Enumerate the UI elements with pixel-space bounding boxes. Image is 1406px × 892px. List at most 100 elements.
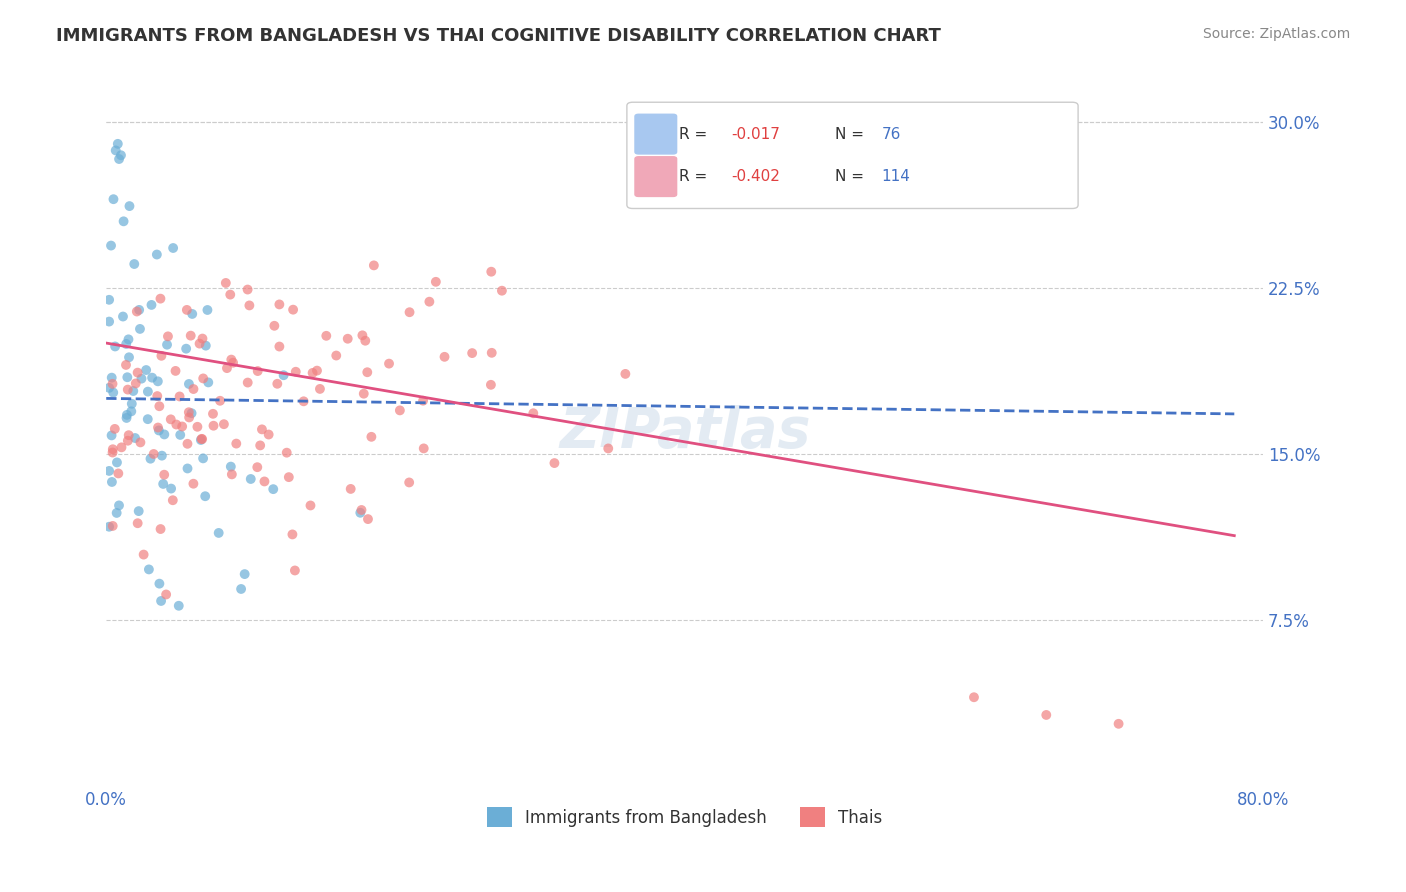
Point: [104, 339, 127, 353]
Point: [118, 199, 141, 213]
Point: [491, 284, 513, 298]
Point: [110, 441, 132, 455]
Point: [277, 470, 299, 484]
Point: [180, 406, 202, 420]
Point: [249, 438, 271, 452]
Point: [219, 459, 242, 474]
Point: [108, 152, 131, 166]
FancyBboxPatch shape: [627, 103, 1078, 209]
Point: [190, 433, 212, 447]
Point: [191, 451, 214, 466]
Point: [107, 467, 129, 481]
Point: [127, 366, 149, 380]
Point: [221, 352, 243, 367]
Point: [128, 302, 150, 317]
Point: [349, 506, 371, 520]
Point: [150, 349, 173, 363]
Point: [139, 451, 162, 466]
Point: [160, 482, 183, 496]
Point: [146, 389, 169, 403]
Point: [350, 503, 373, 517]
Point: [246, 460, 269, 475]
FancyBboxPatch shape: [636, 157, 676, 196]
Point: [183, 476, 205, 491]
Text: N =: N =: [835, 127, 869, 142]
Point: [98, 293, 121, 307]
Point: [117, 434, 139, 448]
Point: [136, 384, 159, 399]
Point: [266, 376, 288, 391]
Text: Source: ZipAtlas.com: Source: ZipAtlas.com: [1202, 27, 1350, 41]
Point: [120, 404, 142, 418]
Point: [208, 525, 231, 540]
Point: [269, 297, 291, 311]
Point: [239, 472, 262, 486]
Point: [418, 294, 440, 309]
Point: [202, 418, 225, 433]
Point: [388, 403, 411, 417]
Point: [269, 339, 291, 353]
Point: [148, 576, 170, 591]
Point: [398, 305, 420, 319]
Point: [461, 346, 484, 360]
Point: [107, 136, 129, 151]
Point: [101, 519, 124, 533]
Point: [305, 363, 328, 377]
Point: [262, 482, 284, 496]
Point: [132, 548, 155, 562]
Point: [215, 276, 238, 290]
Point: [124, 257, 146, 271]
Point: [222, 356, 245, 370]
Point: [257, 427, 280, 442]
Point: [98, 464, 121, 478]
Point: [149, 522, 172, 536]
Point: [225, 436, 247, 450]
Point: [162, 241, 184, 255]
Point: [236, 283, 259, 297]
Point: [190, 432, 212, 446]
Point: [176, 461, 198, 475]
Point: [276, 445, 298, 459]
Point: [1035, 708, 1057, 723]
Point: [172, 419, 194, 434]
Point: [129, 322, 152, 336]
Point: [115, 358, 138, 372]
FancyBboxPatch shape: [636, 114, 676, 154]
Point: [246, 364, 269, 378]
Point: [479, 377, 502, 392]
Point: [197, 303, 219, 318]
Point: [128, 504, 150, 518]
Point: [229, 582, 252, 596]
Point: [150, 449, 173, 463]
Point: [479, 265, 502, 279]
Point: [156, 329, 179, 343]
Point: [169, 428, 191, 442]
Point: [963, 690, 986, 705]
Point: [398, 475, 420, 490]
Point: [177, 405, 200, 419]
Point: [156, 337, 179, 351]
Point: [100, 428, 122, 442]
Point: [141, 298, 163, 312]
Point: [598, 442, 620, 456]
Point: [117, 383, 139, 397]
Point: [153, 427, 176, 442]
Point: [150, 594, 173, 608]
Point: [522, 406, 544, 420]
Point: [186, 419, 208, 434]
Point: [194, 489, 217, 503]
Point: [233, 567, 256, 582]
Point: [117, 332, 139, 346]
Point: [614, 367, 637, 381]
Point: [152, 477, 174, 491]
Point: [238, 298, 260, 312]
Point: [142, 447, 165, 461]
Point: [339, 482, 361, 496]
Point: [121, 397, 143, 411]
Point: [146, 247, 169, 261]
Point: [284, 564, 307, 578]
Point: [117, 370, 139, 384]
Point: [299, 499, 322, 513]
Point: [108, 499, 131, 513]
Text: 76: 76: [882, 127, 901, 142]
